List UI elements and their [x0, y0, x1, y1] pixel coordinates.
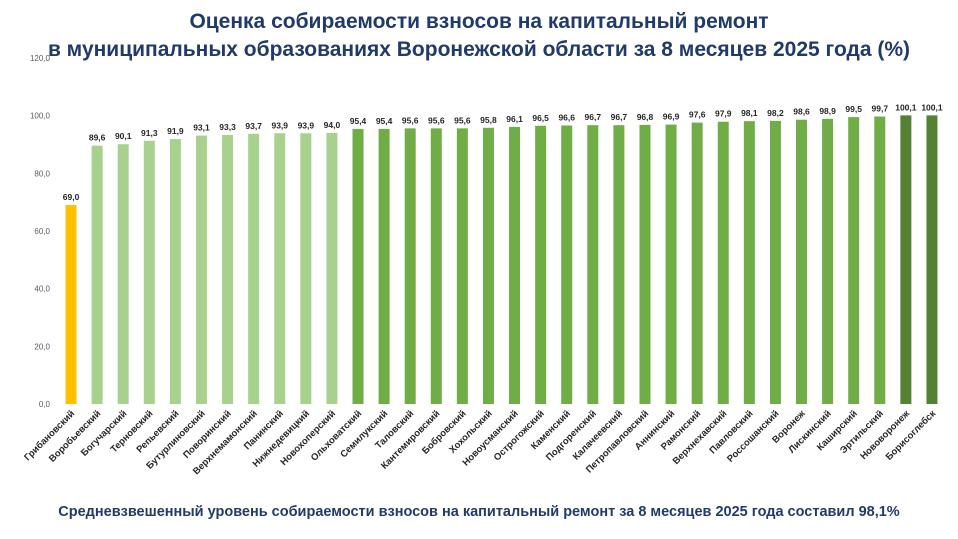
- bar: [796, 119, 808, 404]
- bar: [326, 132, 338, 404]
- bar: [430, 128, 442, 404]
- bar-value-label: 97,9: [715, 109, 732, 119]
- y-tick-label: 20,0: [34, 342, 50, 351]
- bar: [482, 127, 494, 404]
- bar: [613, 125, 625, 404]
- bar-value-label: 95,8: [480, 115, 497, 125]
- bar: [91, 145, 103, 405]
- bar: [352, 128, 364, 404]
- bar: [378, 128, 390, 404]
- chart-title-line1: Оценка собираемости взносов на капитальн…: [189, 10, 769, 33]
- bar: [195, 135, 207, 405]
- bar: [222, 134, 234, 405]
- bar-value-label: 95,6: [454, 115, 471, 125]
- bar-value-label: 100,1: [921, 102, 943, 112]
- bar-value-label: 97,6: [689, 110, 706, 120]
- y-tick-label: 40,0: [34, 285, 50, 294]
- bar: [691, 122, 703, 404]
- bar-value-label: 96,1: [506, 114, 523, 124]
- bar-value-label: 96,5: [532, 113, 549, 123]
- bar: [169, 139, 181, 404]
- y-tick-label: 80,0: [34, 169, 50, 178]
- bar: [456, 128, 468, 404]
- bar: [822, 118, 834, 405]
- bar: [274, 133, 286, 404]
- bar-value-label: 96,7: [611, 112, 628, 122]
- bars: [65, 115, 938, 405]
- bar-value-label: 98,6: [793, 107, 810, 117]
- bar-value-label: 95,4: [376, 116, 393, 126]
- bar: [926, 115, 938, 405]
- bar: [874, 116, 886, 404]
- bar: [587, 125, 599, 404]
- bar-value-label: 96,7: [585, 112, 602, 122]
- bar-value-label: 95,6: [428, 115, 445, 125]
- bar: [404, 128, 416, 404]
- y-tick-label: 100,0: [30, 112, 51, 121]
- footer-note: Средневзвешенный уровень собираемости вз…: [58, 504, 900, 520]
- bar: [561, 125, 573, 404]
- bar: [300, 133, 312, 404]
- bar-value-label: 98,9: [819, 106, 836, 116]
- bar-value-label: 100,1: [895, 102, 917, 112]
- bar: [117, 144, 129, 404]
- bar-value-label: 95,4: [350, 116, 367, 126]
- bar: [639, 124, 651, 404]
- bar-value-label: 96,6: [558, 112, 575, 122]
- y-axis: 0,0 20,0 40,0 60,0 80,0 100,0 120,0: [30, 54, 51, 409]
- bar-value-label: 93,1: [193, 123, 210, 133]
- bar: [900, 115, 912, 405]
- bar-value-label: 89,6: [89, 133, 106, 143]
- bar: [743, 121, 755, 405]
- bar: [509, 126, 521, 404]
- bar-value-label: 69,0: [63, 192, 80, 202]
- bar: [65, 205, 77, 404]
- bar-value-label: 93,3: [219, 122, 236, 132]
- bar-value-label: 99,7: [872, 104, 889, 114]
- bar-value-label: 91,3: [141, 128, 158, 138]
- bar-value-label: 98,1: [741, 108, 758, 118]
- bar-value-label: 94,0: [324, 120, 341, 130]
- bar-value-label: 91,9: [167, 126, 184, 136]
- bar: [769, 120, 781, 405]
- chart-title-line2: в муниципальных образованиях Воронежской…: [47, 38, 911, 61]
- y-tick-label: 0,0: [39, 400, 51, 409]
- bar-value-label: 96,9: [663, 112, 680, 122]
- bar-value-label: 96,8: [637, 112, 654, 122]
- value-labels: 69,0 89,6 90,1 91,3 91,9 93,1 93,3 93,7 93,9 93,9…: [63, 102, 943, 202]
- bar-value-label: 93,7: [245, 121, 262, 131]
- category-labels: ГрибановскийВоробьевскийБогучарскийТерно…: [22, 408, 938, 477]
- bar: [248, 133, 260, 404]
- bar: [717, 121, 729, 404]
- bar-value-label: 93,9: [271, 120, 288, 130]
- bar: [665, 124, 677, 404]
- bar-value-label: 99,5: [845, 104, 862, 114]
- bar-value-label: 98,2: [767, 108, 784, 118]
- bar-value-label: 90,1: [115, 131, 132, 141]
- bar-value-label: 95,6: [402, 115, 419, 125]
- bar: [535, 125, 547, 404]
- y-tick-label: 60,0: [34, 227, 50, 236]
- y-tick-label: 120,0: [30, 54, 51, 63]
- bar: [143, 140, 155, 405]
- chart-title: Оценка собираемости взносов на капитальн…: [0, 8, 958, 64]
- bar-value-label: 93,9: [298, 120, 315, 130]
- bar: [848, 117, 860, 404]
